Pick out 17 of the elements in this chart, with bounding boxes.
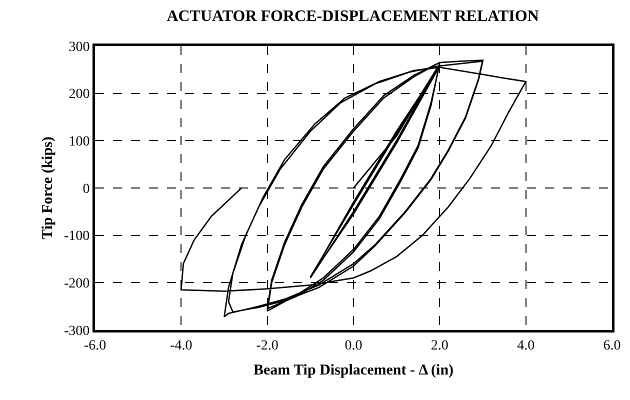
- y-tick-label: 200: [68, 87, 90, 102]
- y-tick-label: -200: [64, 276, 90, 292]
- y-tick-label: 300: [68, 40, 90, 55]
- chart-title: ACTUATOR FORCE-DISPLACEMENT RELATION: [166, 8, 540, 26]
- x-tick-label: -2.0: [256, 338, 278, 354]
- y-axis-title: Tip Force (kips): [40, 136, 56, 240]
- y-tick-label: 100: [68, 134, 90, 150]
- y-tick-label: 0: [82, 182, 90, 197]
- x-tick-label: -6.0: [84, 338, 106, 354]
- x-tick-label: 4.0: [517, 338, 535, 354]
- y-tick-label: -300: [64, 324, 90, 339]
- y-tick-label: -100: [64, 229, 90, 244]
- x-tick-label: 0.0: [344, 338, 362, 354]
- x-tick-label: 2.0: [430, 338, 448, 354]
- x-tick-label: 6.0: [603, 338, 621, 354]
- x-axis-title: Beam Tip Displacement - Δ (in): [253, 362, 454, 379]
- x-tick-label: -4.0: [170, 338, 192, 354]
